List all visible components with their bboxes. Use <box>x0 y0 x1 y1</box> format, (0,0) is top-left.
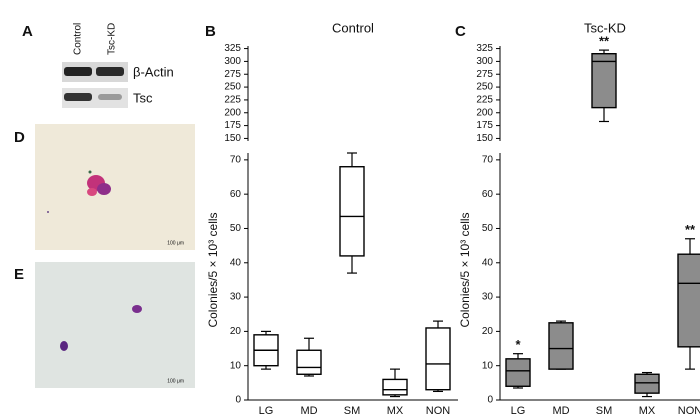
band <box>98 94 122 100</box>
x-tick-label: LG <box>259 405 274 414</box>
band <box>64 93 92 101</box>
x-tick-label: NON <box>426 405 451 414</box>
y-tick-label: 150 <box>224 133 241 144</box>
panel-label: B <box>205 23 216 40</box>
box <box>339 166 365 257</box>
box <box>505 358 531 387</box>
band <box>64 67 92 76</box>
x-tick-label: SM <box>596 405 613 414</box>
y-tick-label: 50 <box>230 223 242 234</box>
y-tick-label: 250 <box>224 82 241 93</box>
y-tick-label: 20 <box>230 326 242 337</box>
band <box>96 67 124 76</box>
scale-bar: 100 μm <box>167 240 184 246</box>
y-tick-label: 20 <box>482 326 494 337</box>
panel-label: C <box>455 23 466 40</box>
y-tick-label: 60 <box>230 189 242 200</box>
y-axis-title: Colonies/5 × 10³ cells <box>206 212 220 327</box>
y-tick-label: 40 <box>230 257 242 268</box>
y-tick-label: 300 <box>476 56 493 67</box>
y-tick-label: 225 <box>476 95 493 106</box>
chart-title: Tsc-KD <box>584 20 626 35</box>
scale-bar: 100 μm <box>167 378 184 384</box>
y-tick-label: 325 <box>224 43 241 54</box>
box <box>634 373 660 394</box>
y-tick-label: 250 <box>476 82 493 93</box>
band-label: β-Actin <box>133 64 174 79</box>
y-tick-label: 300 <box>224 56 241 67</box>
y-tick-label: 200 <box>224 107 241 118</box>
y-tick-label: 275 <box>476 69 493 80</box>
y-tick-label: 0 <box>487 395 493 406</box>
x-tick-label: MX <box>387 405 404 414</box>
y-tick-label: 50 <box>482 223 494 234</box>
x-tick-label: NON <box>678 405 700 414</box>
y-tick-label: 10 <box>230 360 242 371</box>
x-tick-label: LG <box>511 405 526 414</box>
box <box>296 349 322 375</box>
y-tick-label: 40 <box>482 257 494 268</box>
cell <box>47 211 49 213</box>
colony <box>87 170 111 196</box>
panel-label: D <box>14 129 25 146</box>
colony <box>60 341 68 351</box>
panel-label: A <box>22 23 33 40</box>
chart-title: Control <box>332 20 374 35</box>
y-tick-label: 325 <box>476 43 493 54</box>
x-tick-label: MD <box>300 405 317 414</box>
x-tick-label: MD <box>552 405 569 414</box>
y-tick-label: 175 <box>476 120 493 131</box>
lane-label: Tsc-KD <box>107 23 118 55</box>
y-tick-label: 10 <box>482 360 494 371</box>
box <box>677 253 700 348</box>
micrograph <box>35 262 195 388</box>
y-tick-label: 70 <box>230 155 242 166</box>
y-tick-label: 30 <box>482 292 494 303</box>
micrograph <box>35 124 195 250</box>
significance: ** <box>685 222 696 237</box>
y-axis-title: Colonies/5 × 10³ cells <box>458 212 472 327</box>
y-tick-label: 225 <box>224 95 241 106</box>
y-tick-label: 0 <box>235 395 241 406</box>
y-tick-label: 275 <box>224 69 241 80</box>
colony <box>132 305 142 313</box>
box <box>591 53 617 109</box>
lane-label: Control <box>73 23 84 55</box>
significance: ** <box>599 34 610 49</box>
y-tick-label: 150 <box>476 133 493 144</box>
box <box>548 322 574 370</box>
box <box>425 327 451 391</box>
panel-label: E <box>14 266 24 283</box>
y-tick-label: 60 <box>482 189 494 200</box>
y-tick-label: 30 <box>230 292 242 303</box>
x-tick-label: SM <box>344 405 361 414</box>
y-tick-label: 175 <box>224 120 241 131</box>
y-tick-label: 70 <box>482 155 494 166</box>
significance: * <box>515 337 521 352</box>
box <box>382 378 408 396</box>
band-label: Tsc <box>133 90 153 105</box>
y-tick-label: 200 <box>476 107 493 118</box>
x-tick-label: MX <box>639 405 656 414</box>
